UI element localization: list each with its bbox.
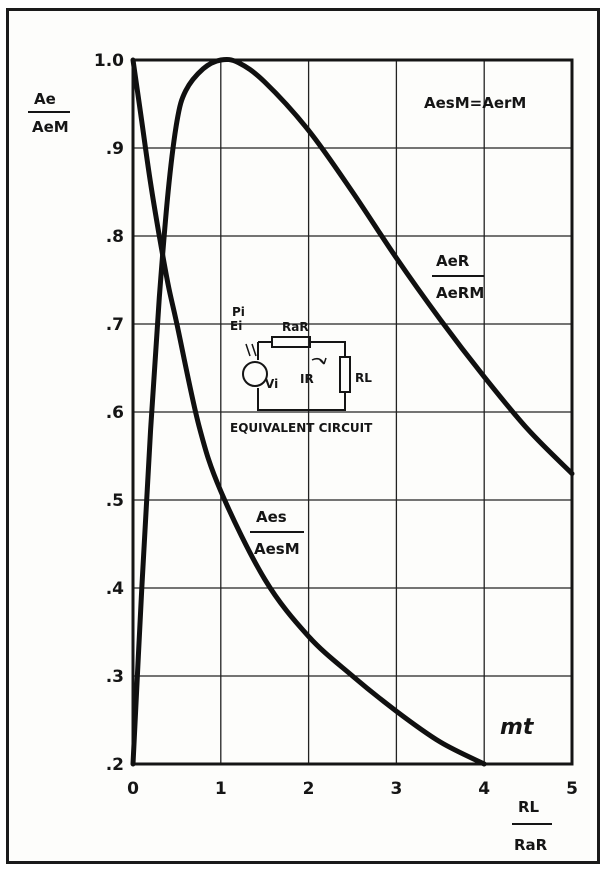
circuit-label-rar: RaR xyxy=(282,320,309,334)
y-tick-label-4: .6 xyxy=(106,403,124,423)
y-tick-label-6: .4 xyxy=(106,579,124,599)
series-layer xyxy=(130,56,575,767)
series-label-aes-num: Aes xyxy=(256,508,287,526)
series-label-aer-num: AeR xyxy=(436,252,470,270)
series-line-0 xyxy=(130,56,575,767)
input-arrows xyxy=(245,343,257,357)
x-tick-label-1: 1 xyxy=(215,779,227,799)
y-tick-label-8: .2 xyxy=(106,755,124,775)
circuit-label-ei: Ei xyxy=(230,319,242,333)
chart-frame xyxy=(6,8,600,864)
annotation-equal-maxima: AesM=AerM xyxy=(424,94,526,112)
circuit-label-ir: IR xyxy=(300,372,314,386)
resistor-rar xyxy=(271,336,311,348)
y-tick-label-5: .5 xyxy=(106,491,124,511)
series-label-aes-den: AesM xyxy=(254,540,300,558)
y-tick-label-3: .7 xyxy=(106,315,124,335)
x-tick-labels: 0 1 2 3 4 5 xyxy=(127,779,578,799)
source-vi-symbol xyxy=(242,361,268,387)
y-tick-label-1: .9 xyxy=(106,139,124,159)
circuit-wires xyxy=(257,341,346,411)
y-tick-label-0: 1.0 xyxy=(94,51,124,71)
x-tick-label-3: 3 xyxy=(390,779,402,799)
y-axis-label-num: Ae xyxy=(34,90,56,108)
x-axis-label-den: RaR xyxy=(514,836,548,854)
x-tick-label-2: 2 xyxy=(303,779,315,799)
y-tick-label-2: .8 xyxy=(106,227,124,247)
series-label-aer-den: AeRM xyxy=(436,284,484,302)
circuit-label-vi: Vi xyxy=(265,377,278,391)
grid xyxy=(132,59,573,765)
x-tick-label-0: 0 xyxy=(127,779,139,799)
circuit-caption: EQUIVALENT CIRCUIT xyxy=(230,421,373,435)
x-tick-label-5: 5 xyxy=(566,779,578,799)
resistor-rl xyxy=(339,356,351,393)
series-line-1 xyxy=(130,57,487,767)
artist-signature: mt xyxy=(500,715,535,740)
y-tick-label-7: .3 xyxy=(106,667,124,687)
x-axis-label-num: RL xyxy=(518,798,540,816)
equivalent-circuit-inset xyxy=(242,336,351,411)
circuit-label-rl: RL xyxy=(355,371,372,385)
x-tick-label-4: 4 xyxy=(478,779,490,799)
plot-border xyxy=(131,58,574,766)
y-axis-label-den: AeM xyxy=(32,118,69,136)
circuit-label-pi: Pi xyxy=(232,305,245,319)
current-arrow xyxy=(311,357,327,365)
y-tick-labels: 1.0 .9 .8 .7 .6 .5 .4 .3 .2 xyxy=(94,51,124,775)
